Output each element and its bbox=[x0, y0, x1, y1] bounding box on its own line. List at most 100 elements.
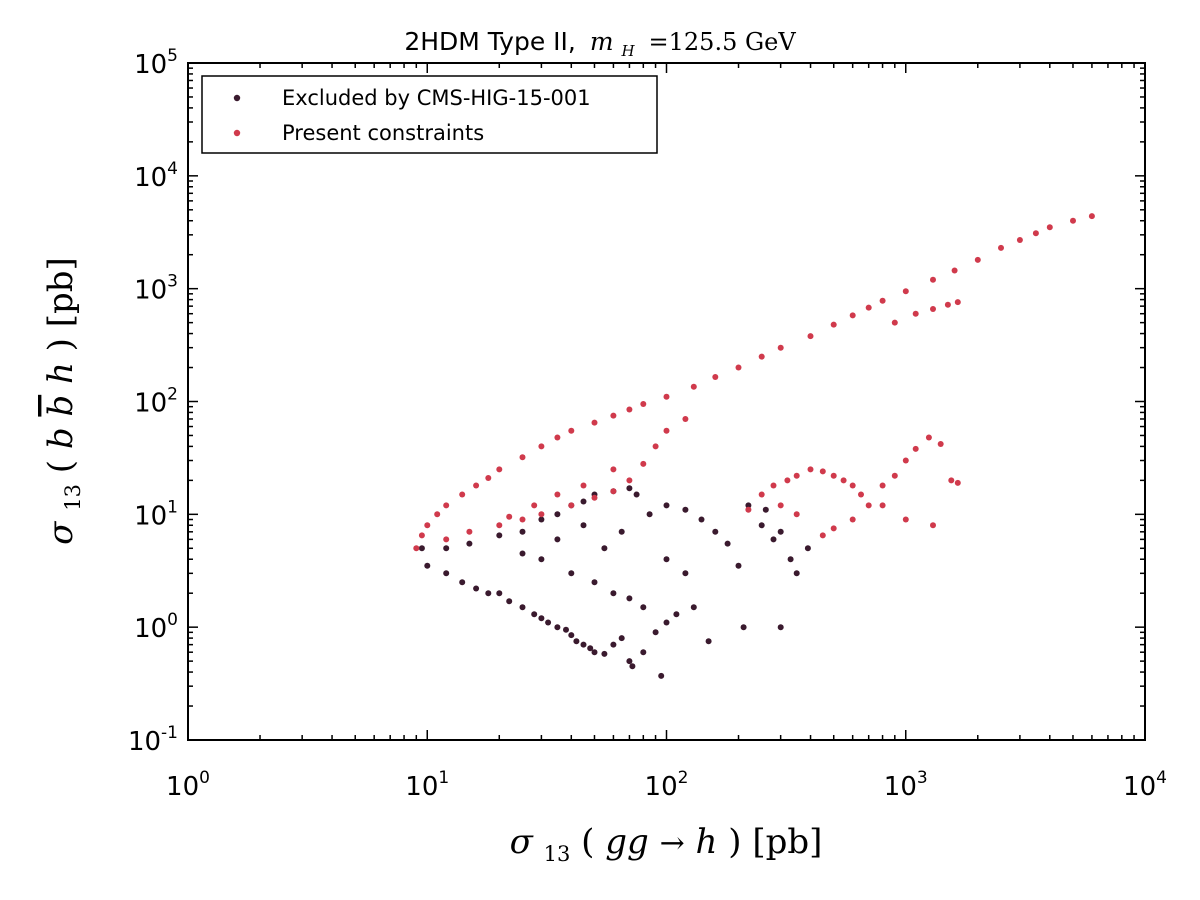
data-point-series-1 bbox=[937, 441, 944, 447]
data-point-series-1 bbox=[745, 506, 752, 513]
data-point-series-0 bbox=[601, 545, 608, 552]
data-point-series-1 bbox=[1046, 224, 1053, 231]
data-point-series-0 bbox=[563, 626, 569, 633]
y-axis-label-close: ) bbox=[41, 338, 81, 351]
y-tick-label-base: 10 bbox=[134, 389, 167, 419]
data-point-series-0 bbox=[443, 570, 450, 577]
data-points bbox=[413, 213, 1095, 679]
y-tick-label-exponent: 0 bbox=[167, 610, 178, 630]
data-point-series-0 bbox=[682, 570, 689, 577]
data-point-series-1 bbox=[568, 502, 575, 509]
data-point-series-0 bbox=[646, 511, 653, 518]
data-point-series-1 bbox=[580, 482, 587, 489]
legend-box bbox=[201, 75, 658, 154]
x-tick-label-exponent: 1 bbox=[438, 768, 449, 788]
data-point-series-0 bbox=[554, 624, 561, 631]
x-axis-label-arrow: → bbox=[660, 826, 685, 861]
data-point-series-1 bbox=[626, 406, 633, 413]
data-point-series-0 bbox=[496, 532, 503, 539]
y-tick-label-base: 10 bbox=[134, 276, 167, 306]
data-point-series-1 bbox=[538, 443, 545, 450]
data-point-series-1 bbox=[466, 528, 473, 535]
data-point-series-0 bbox=[573, 638, 580, 645]
data-point-series-0 bbox=[545, 619, 552, 626]
x-tick-label-base: 10 bbox=[645, 772, 678, 802]
data-point-series-0 bbox=[626, 658, 633, 665]
y-axis-label-open: ( bbox=[41, 460, 81, 473]
data-point-series-0 bbox=[538, 516, 545, 523]
data-point-series-0 bbox=[591, 649, 598, 656]
data-point-series-0 bbox=[698, 516, 705, 523]
data-point-series-1 bbox=[496, 466, 503, 473]
y-axis-label-b2: b bbox=[41, 395, 81, 417]
data-point-series-1 bbox=[793, 472, 800, 479]
y-tick-label-exponent: 5 bbox=[167, 46, 178, 66]
data-point-series-1 bbox=[682, 416, 689, 422]
data-point-series-0 bbox=[580, 641, 587, 648]
y-tick-label-exponent: 2 bbox=[167, 385, 178, 405]
data-point-series-0 bbox=[777, 528, 784, 535]
data-point-series-1 bbox=[519, 516, 526, 523]
svg-text:σ 13 ( b: σ 13 ( b b h ) [pb] bbox=[41, 257, 89, 545]
data-point-series-1 bbox=[626, 477, 633, 484]
y-axis-label: σ 13 ( b b h ) [pb] bbox=[41, 257, 89, 545]
data-point-series-1 bbox=[1088, 213, 1095, 220]
x-tick-label: 101 bbox=[405, 768, 449, 802]
data-point-series-1 bbox=[443, 536, 450, 543]
data-point-series-1 bbox=[948, 477, 955, 484]
data-point-series-1 bbox=[951, 267, 958, 274]
data-point-series-1 bbox=[974, 256, 981, 263]
data-point-series-0 bbox=[658, 672, 665, 679]
data-point-series-0 bbox=[601, 650, 608, 657]
svg-text:σ 13 ( gg: σ 13 ( gg → h ) [pb] bbox=[510, 822, 823, 870]
x-tick-label-exponent: 4 bbox=[1156, 768, 1167, 788]
y-tick-label: 102 bbox=[134, 385, 178, 419]
data-point-series-1 bbox=[879, 502, 886, 509]
data-point-series-1 bbox=[1070, 217, 1076, 224]
y-axis-label-b1: b bbox=[41, 427, 81, 449]
data-point-series-1 bbox=[902, 457, 909, 464]
data-point-series-0 bbox=[618, 635, 625, 642]
data-point-series-1 bbox=[610, 488, 617, 495]
data-point-series-1 bbox=[610, 412, 617, 419]
data-point-series-1 bbox=[807, 333, 814, 340]
data-point-series-0 bbox=[663, 619, 670, 626]
data-point-series-0 bbox=[740, 624, 747, 631]
data-point-series-0 bbox=[587, 645, 594, 652]
data-point-series-0 bbox=[568, 570, 575, 577]
data-point-series-1 bbox=[902, 516, 909, 523]
y-tick-label-base: 10 bbox=[134, 501, 167, 531]
x-tick-label-base: 10 bbox=[1123, 772, 1156, 802]
data-point-series-1 bbox=[1032, 230, 1039, 237]
chart-title-suffix: =125.5 GeV bbox=[649, 28, 797, 56]
y-tick-label-base: 10 bbox=[128, 727, 161, 757]
x-axis-label-symbol: σ bbox=[510, 822, 534, 862]
y-tick-label-base: 10 bbox=[134, 163, 167, 193]
data-point-series-1 bbox=[554, 491, 561, 498]
x-tick-label-exponent: 0 bbox=[199, 768, 210, 788]
data-point-series-0 bbox=[663, 502, 670, 509]
data-point-series-1 bbox=[954, 479, 961, 486]
x-tick-labels: 100 101 102 103 104 bbox=[166, 768, 1167, 802]
x-tick-label-base: 10 bbox=[884, 772, 917, 802]
x-tick-label: 104 bbox=[1123, 768, 1167, 802]
x-tick-label: 100 bbox=[166, 768, 210, 802]
data-point-series-1 bbox=[807, 466, 814, 473]
x-tick-label: 102 bbox=[645, 768, 689, 802]
data-point-series-0 bbox=[506, 598, 513, 605]
y-axis-label-tail: h bbox=[41, 362, 81, 384]
data-point-series-0 bbox=[459, 579, 466, 586]
y-axis-label-subscript: 13 bbox=[61, 484, 85, 511]
x-tick-label-exponent: 3 bbox=[917, 768, 928, 788]
data-point-series-1 bbox=[473, 482, 480, 489]
data-point-series-0 bbox=[663, 556, 670, 563]
data-point-series-1 bbox=[793, 511, 800, 518]
y-tick-label-exponent: 4 bbox=[167, 159, 178, 179]
y-tick-label: 101 bbox=[134, 497, 178, 531]
data-point-series-1 bbox=[591, 494, 598, 501]
data-point-series-1 bbox=[506, 513, 513, 520]
data-point-series-0 bbox=[618, 528, 625, 535]
data-point-series-1 bbox=[930, 306, 936, 312]
data-point-series-0 bbox=[568, 632, 575, 639]
data-point-series-0 bbox=[770, 536, 777, 543]
